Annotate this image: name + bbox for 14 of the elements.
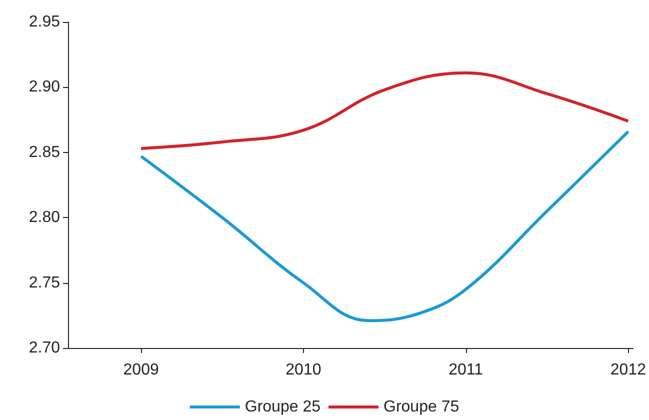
y-tick-label: 2.70 xyxy=(28,340,60,356)
y-tick-label: 2.85 xyxy=(28,144,60,161)
x-tick-label: 2009 xyxy=(123,362,159,378)
x-tick-label: 2012 xyxy=(610,362,646,378)
x-tick-label: 2011 xyxy=(448,362,484,378)
y-tick-label: 2.75 xyxy=(28,274,60,292)
legend-label: Groupe 75 xyxy=(384,398,460,416)
legend-label: Groupe 25 xyxy=(244,398,321,416)
x-tick-label: 2010 xyxy=(286,362,322,378)
y-tick-label: 2.80 xyxy=(28,209,60,226)
y-tick-label: 2.90 xyxy=(28,78,60,96)
line-series xyxy=(140,130,630,322)
y-tick-label: 2.95 xyxy=(28,14,60,30)
line-series xyxy=(140,71,630,150)
